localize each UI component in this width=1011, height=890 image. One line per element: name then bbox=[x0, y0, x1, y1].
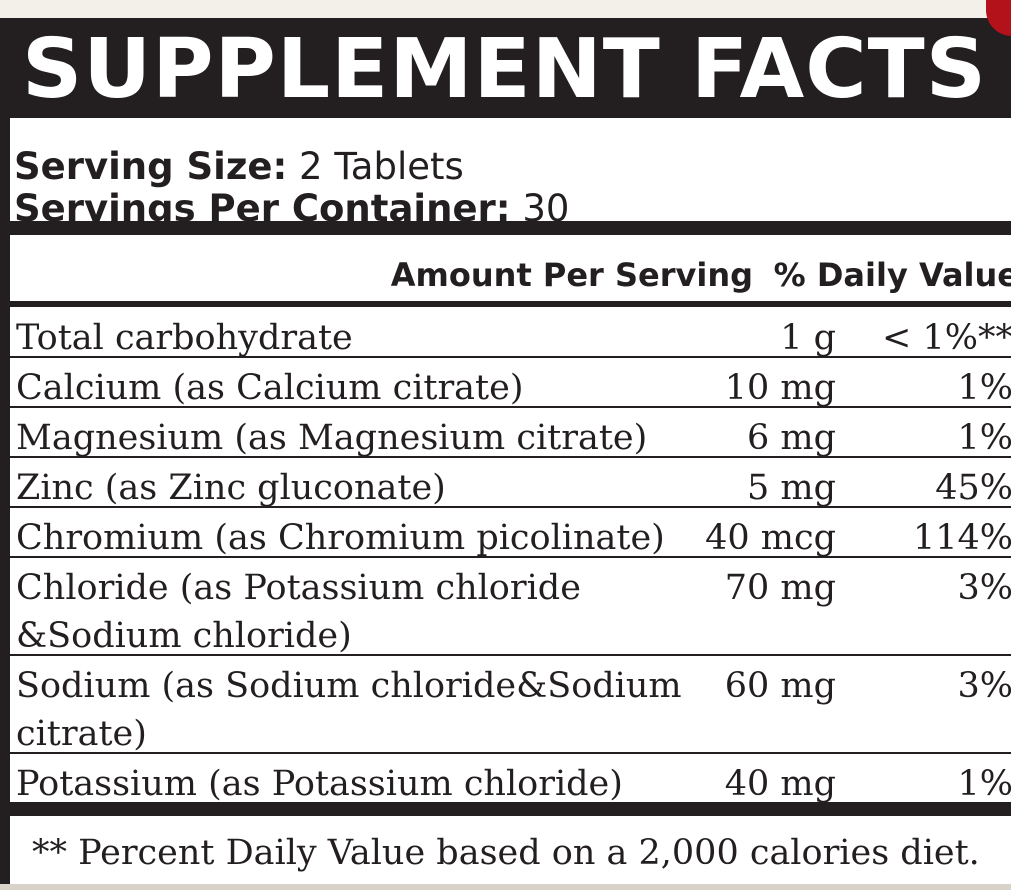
nutrient-name-line: Chloride (as Potassium chloride bbox=[16, 568, 581, 608]
bottom-edge bbox=[0, 884, 1011, 890]
nutrient-amount: 10 mg bbox=[724, 368, 836, 408]
nutrient-name: Potassium (as Potassium chloride) bbox=[16, 760, 623, 808]
nutrient-row: Potassium (as Potassium chloride) 40 mg 1% bbox=[10, 754, 1011, 804]
nutrient-row: Magnesium (as Magnesium citrate) 6 mg 1% bbox=[10, 408, 1011, 458]
nutrient-daily-value: 3% bbox=[957, 666, 1011, 706]
nutrient-row: Chromium (as Chromium picolinate) 40 mcg 1… bbox=[10, 508, 1011, 558]
nutrient-daily-value: 1% bbox=[957, 764, 1011, 804]
nutrient-amount: 70 mg bbox=[724, 568, 836, 608]
column-header: Amount Per Serving % Daily Value bbox=[10, 235, 1011, 297]
supplement-facts-label: SUPPLEMENT FACTS Serving Size: 2 Tablets… bbox=[0, 18, 1011, 890]
serving-size-label: Serving Size: bbox=[14, 145, 288, 188]
nutrient-row: Total carbohydrate 1 g < 1%** bbox=[10, 308, 1011, 358]
divider-header bbox=[10, 301, 1011, 307]
nutrient-name-line: citrate) bbox=[16, 714, 147, 754]
nutrient-amount: 1 g bbox=[780, 318, 836, 358]
serving-size: Serving Size: 2 Tablets bbox=[14, 146, 464, 188]
nutrient-amount: 40 mg bbox=[724, 764, 836, 804]
nutrient-name-line: Zinc (as Zinc gluconate) bbox=[16, 468, 446, 508]
nutrient-row: Calcium (as Calcium citrate) 10 mg 1% bbox=[10, 358, 1011, 408]
nutrient-name: Zinc (as Zinc gluconate) bbox=[16, 464, 446, 512]
nutrient-amount: 5 mg bbox=[747, 468, 836, 508]
footnote: ** Percent Daily Value based on a 2,000 … bbox=[32, 833, 980, 873]
label-title: SUPPLEMENT FACTS bbox=[22, 22, 987, 117]
nutrient-daily-value: 114% bbox=[912, 518, 1011, 558]
nutrient-row: Chloride (as Potassium chloride &Sodium c… bbox=[10, 558, 1011, 656]
nutrient-name: Magnesium (as Magnesium citrate) bbox=[16, 414, 647, 462]
nutrient-row: Sodium (as Sodium chloride&Sodium citrate… bbox=[10, 656, 1011, 754]
nutrient-row: Zinc (as Zinc gluconate) 5 mg 45% bbox=[10, 458, 1011, 508]
nutrient-daily-value: 45% bbox=[935, 468, 1011, 508]
nutrient-amount: 6 mg bbox=[747, 418, 836, 458]
nutrient-name: Sodium (as Sodium chloride&Sodium citrate… bbox=[16, 662, 682, 758]
nutrient-daily-value: 3% bbox=[957, 568, 1011, 608]
nutrient-name-line: Calcium (as Calcium citrate) bbox=[16, 368, 524, 408]
nutrient-name-line: Magnesium (as Magnesium citrate) bbox=[16, 418, 648, 458]
nutrient-daily-value: 1% bbox=[957, 368, 1011, 408]
nutrient-name: Total carbohydrate bbox=[16, 314, 353, 362]
serving-size-value: 2 Tablets bbox=[299, 145, 464, 188]
nutrient-name: Calcium (as Calcium citrate) bbox=[16, 364, 523, 412]
divider-thick bbox=[10, 802, 1011, 816]
nutrient-name-line: Potassium (as Potassium chloride) bbox=[16, 764, 623, 804]
nutrient-daily-value: 1% bbox=[957, 418, 1011, 458]
amount-per-serving-header: Amount Per Serving bbox=[390, 256, 753, 294]
nutrient-amount: 60 mg bbox=[724, 666, 836, 706]
serving-info: Serving Size: 2 Tablets Servings Per Con… bbox=[10, 118, 1011, 230]
nutrient-amount: 40 mcg bbox=[705, 518, 836, 558]
nutrient-name: Chromium (as Chromium picolinate) bbox=[16, 514, 665, 562]
nutrient-name-line: Chromium (as Chromium picolinate) bbox=[16, 518, 665, 558]
nutrient-name-line: Sodium (as Sodium chloride&Sodium bbox=[16, 666, 682, 706]
divider-thick bbox=[10, 221, 1011, 235]
daily-value-header: % Daily Value bbox=[773, 256, 1011, 294]
nutrient-name-line: Total carbohydrate bbox=[16, 318, 353, 358]
nutrient-daily-value: < 1%** bbox=[882, 318, 1011, 358]
nutrient-name-line: &Sodium chloride) bbox=[16, 616, 352, 656]
nutrient-name: Chloride (as Potassium chloride &Sodium c… bbox=[16, 564, 581, 660]
title-bar: SUPPLEMENT FACTS bbox=[10, 18, 1011, 118]
